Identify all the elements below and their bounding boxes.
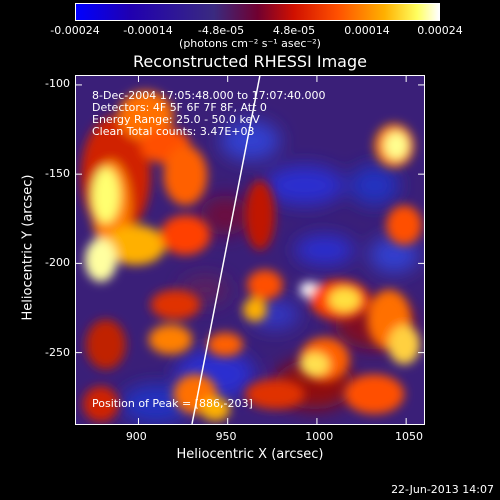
y-tick-label: -200 <box>45 256 70 270</box>
x-tick-label: 1050 <box>395 430 424 443</box>
annotation-energy: Energy Range: 25.0 - 50.0 keV <box>92 113 260 126</box>
annotation-peak: Position of Peak = [886,-203] <box>92 397 253 410</box>
y-tick-label: -100 <box>45 76 70 90</box>
y-tick-label: -150 <box>45 166 70 180</box>
colorbar-tick-label: 4.8e-05 <box>272 24 316 37</box>
colorbar-tick-label: 0.00014 <box>344 24 390 37</box>
annotation-detectors: Detectors: 4F 5F 6F 7F 8F, Att 0 <box>92 101 267 114</box>
colorbar-tick-label: -0.00024 <box>50 24 100 37</box>
y-axis-label: Heliocentric Y (arcsec) <box>20 174 36 321</box>
chart-title: Reconstructed RHESSI Image <box>133 52 367 71</box>
annotation-time: 8-Dec-2004 17:05:48.000 to 17:07:40.000 <box>92 89 326 102</box>
x-tick-label: 1000 <box>305 430 334 443</box>
heatmap-plot <box>75 75 425 425</box>
heatmap-hot-blobs <box>80 90 423 423</box>
colorbar-tick-label: -4.8e-05 <box>197 24 245 37</box>
colorbar-tick-label: 0.00024 <box>417 24 463 37</box>
colorbar <box>75 3 440 21</box>
solar-limb-line <box>191 76 261 424</box>
footer-date: 22-Jun-2013 14:07 <box>391 483 494 496</box>
colorbar-tick-label: -0.00014 <box>123 24 173 37</box>
x-tick-label: 950 <box>215 430 237 443</box>
y-tick-label: -250 <box>45 346 70 360</box>
x-axis-label: Heliocentric X (arcsec) <box>176 447 324 462</box>
x-tick-label: 900 <box>125 430 147 443</box>
annotation-counts: Clean Total counts: 3.47E+03 <box>92 125 255 138</box>
colorbar-unit: (photons cm⁻² s⁻¹ asec⁻²) <box>179 37 321 50</box>
